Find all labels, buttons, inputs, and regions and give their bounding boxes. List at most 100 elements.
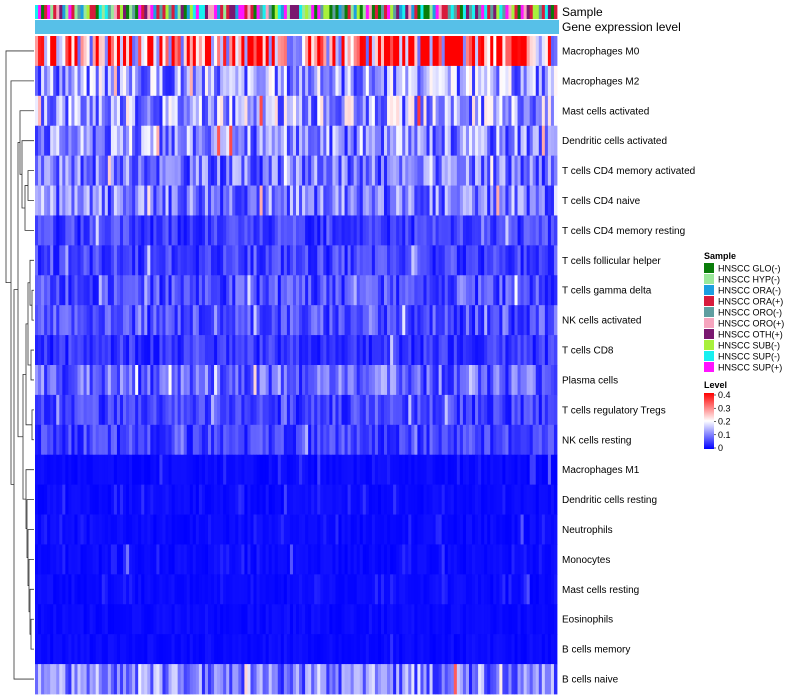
heatmap-cell: [332, 36, 336, 67]
heatmap-cell: [453, 185, 458, 216]
heatmap-cell: [135, 335, 139, 366]
heatmap-cell: [523, 664, 528, 695]
heatmap-cell: [247, 36, 251, 67]
heatmap-cell: [529, 484, 534, 515]
heatmap-cell: [50, 36, 54, 67]
heatmap-cell: [347, 574, 352, 605]
heatmap-cell: [511, 245, 515, 276]
heatmap-cell: [41, 634, 45, 665]
heatmap-cell: [429, 664, 433, 695]
heatmap-cell: [244, 125, 248, 157]
heatmap-cell: [268, 95, 273, 127]
heatmap-cell: [387, 394, 391, 426]
heatmap-cell: [286, 454, 291, 486]
heatmap-cell: [308, 484, 312, 515]
sample-annotation-cell: [44, 5, 48, 19]
heatmap-cell: [80, 574, 84, 605]
heatmap-cell: [135, 95, 139, 127]
heatmap-cell: [453, 215, 458, 246]
heatmap-cell: [314, 454, 318, 486]
heatmap-cell: [41, 155, 45, 186]
heatmap-cell: [447, 424, 452, 456]
heatmap-cell: [238, 65, 242, 97]
heatmap-cell: [123, 514, 127, 545]
heatmap-cell: [71, 574, 75, 605]
heatmap-cell: [432, 365, 437, 396]
heatmap-cell: [326, 155, 330, 186]
heatmap-cell: [250, 424, 254, 456]
sample-annotation-cell: [329, 5, 333, 19]
heatmap-cell: [414, 544, 418, 575]
heatmap-cell: [517, 275, 521, 306]
heatmap-cell: [514, 95, 518, 127]
heatmap-cell: [256, 365, 260, 396]
sample-annotation-cell: [338, 5, 342, 19]
heatmap-cell: [189, 634, 194, 665]
heatmap-cell: [423, 65, 427, 97]
heatmap-cell: [201, 36, 206, 67]
heatmap-cell: [387, 365, 391, 396]
heatmap-cell: [126, 305, 130, 336]
heatmap-cell: [86, 394, 91, 426]
heatmap-cell: [165, 664, 169, 695]
heatmap-cell: [159, 185, 163, 216]
heatmap-cell: [214, 574, 218, 605]
heatmap-cell: [141, 275, 145, 306]
heatmap-cell: [192, 574, 197, 605]
heatmap-cell: [292, 574, 297, 605]
heatmap-cell: [162, 454, 166, 486]
heatmap-cell: [229, 185, 233, 216]
heatmap-cell: [86, 634, 91, 665]
heatmap-cell: [314, 484, 318, 515]
heatmap-cell: [547, 365, 552, 396]
heatmap-cell: [532, 604, 537, 635]
heatmap-cell: [420, 125, 424, 157]
heatmap-cell: [53, 245, 57, 276]
heatmap-cell: [362, 394, 367, 426]
heatmap-cell: [59, 365, 63, 396]
heatmap-cell: [250, 574, 254, 605]
heatmap-cell: [80, 65, 84, 97]
heatmap-cell: [505, 574, 509, 605]
heatmap-cell: [195, 95, 200, 127]
sample-annotation-cell: [502, 5, 506, 19]
heatmap-cell: [77, 155, 81, 186]
heatmap-cell: [71, 335, 75, 366]
heatmap-cell: [387, 454, 391, 486]
heatmap-cell: [74, 36, 78, 67]
heatmap-cell: [162, 95, 166, 127]
heatmap-cell: [150, 604, 154, 635]
heatmap-cell: [235, 245, 239, 276]
heatmap-cell: [384, 454, 388, 486]
heatmap-cell: [423, 275, 427, 306]
heatmap-cell: [189, 454, 194, 486]
heatmap-cell: [344, 424, 348, 456]
heatmap-cell: [126, 544, 130, 575]
heatmap-cell: [177, 65, 182, 97]
heatmap-cell: [484, 514, 488, 545]
heatmap-cell: [356, 394, 361, 426]
heatmap-cell: [299, 424, 303, 456]
heatmap-cell: [126, 634, 130, 665]
heatmap-cell: [165, 36, 169, 67]
heatmap-cell: [95, 95, 100, 127]
heatmap-cell: [305, 604, 309, 635]
heatmap-cell: [447, 155, 452, 186]
heatmap-cell: [180, 365, 185, 396]
heatmap-cell: [344, 604, 348, 635]
heatmap-cell: [296, 664, 300, 695]
sample-annotation-cell: [538, 5, 543, 19]
heatmap-cell: [83, 365, 87, 396]
heatmap-cell: [502, 365, 506, 396]
row-label: T cells CD4 memory activated: [562, 166, 695, 177]
heatmap-cell: [517, 125, 521, 157]
heatmap-cell: [268, 305, 273, 336]
heatmap-cell: [487, 65, 491, 97]
sample-legend-label: HNSCC ORA(-): [718, 286, 781, 296]
heatmap-cell: [472, 634, 476, 665]
sample-legend-swatch: [704, 274, 714, 284]
heatmap-cell: [350, 95, 355, 127]
heatmap-cell: [180, 544, 185, 575]
heatmap-cell: [280, 65, 285, 97]
heatmap-cell: [514, 574, 518, 605]
